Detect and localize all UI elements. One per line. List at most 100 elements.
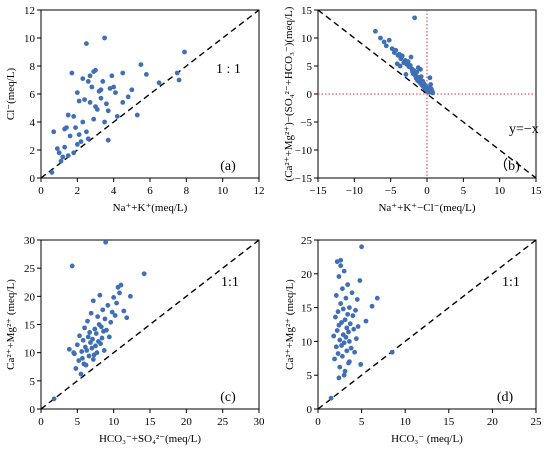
x-tick-label: 5 bbox=[461, 185, 467, 197]
data-point bbox=[111, 295, 117, 300]
data-point bbox=[98, 87, 104, 93]
data-point bbox=[349, 290, 355, 296]
y-tick-label: 0 bbox=[307, 89, 313, 101]
data-point bbox=[90, 336, 95, 342]
data-point bbox=[394, 61, 400, 67]
data-point bbox=[80, 76, 86, 81]
data-point bbox=[127, 293, 133, 299]
data-point bbox=[333, 344, 339, 350]
data-point bbox=[386, 37, 392, 43]
data-point bbox=[65, 112, 71, 118]
chart-panel-3: 0 5 10 15 20 25 30 0 5 10 15 20 25 30 1:1 (c) HCO₃⁻+SO₄²… bbox=[5, 235, 265, 445]
data-point bbox=[76, 98, 82, 104]
data-point bbox=[418, 74, 424, 80]
data-point bbox=[105, 137, 111, 143]
data-point bbox=[344, 348, 350, 354]
data-point bbox=[141, 271, 147, 277]
data-point bbox=[60, 154, 66, 160]
data-point bbox=[87, 100, 93, 105]
y-tick-label: 8 bbox=[30, 61, 36, 73]
x-tick-label: 5 bbox=[359, 416, 365, 428]
data-point bbox=[109, 73, 115, 79]
data-point bbox=[415, 78, 420, 83]
data-point bbox=[428, 82, 434, 87]
data-point bbox=[107, 86, 113, 91]
y-tick-label: 10 bbox=[24, 348, 36, 360]
panel-label: (d) bbox=[497, 390, 514, 405]
data-point bbox=[94, 107, 100, 112]
data-point bbox=[156, 80, 162, 86]
data-point bbox=[124, 315, 130, 321]
data-point bbox=[82, 325, 87, 331]
x-tick-label: 15 bbox=[145, 416, 157, 428]
x-tick-label: 0 bbox=[315, 416, 321, 428]
reference-line-label: 1 : 1 bbox=[216, 62, 241, 77]
data-point bbox=[106, 334, 112, 340]
data-point bbox=[102, 316, 108, 322]
reference-line-label: 1:1 bbox=[502, 275, 520, 290]
data-point bbox=[93, 331, 99, 336]
data-point bbox=[76, 358, 82, 363]
data-point bbox=[84, 348, 90, 353]
data-point bbox=[336, 274, 342, 279]
data-point bbox=[100, 79, 106, 84]
data-point bbox=[111, 84, 117, 90]
data-point bbox=[105, 108, 111, 114]
data-point bbox=[336, 375, 342, 381]
data-point bbox=[67, 133, 73, 139]
y-tick-label: 5 bbox=[307, 370, 313, 382]
data-point bbox=[76, 132, 82, 138]
data-point bbox=[78, 371, 84, 377]
data-point bbox=[58, 158, 64, 164]
data-point bbox=[86, 353, 92, 359]
x-tick-label: 2 bbox=[75, 185, 81, 197]
data-point bbox=[346, 305, 352, 310]
data-point bbox=[69, 70, 75, 76]
data-point bbox=[88, 310, 94, 316]
data-point bbox=[346, 359, 352, 365]
data-point bbox=[108, 319, 114, 325]
y-tick-label: 30 bbox=[24, 235, 36, 247]
data-point bbox=[56, 150, 62, 156]
data-point bbox=[49, 170, 55, 175]
data-point bbox=[351, 326, 357, 332]
data-point bbox=[98, 95, 104, 101]
x-tick-label: 10 bbox=[400, 416, 412, 428]
reference-line bbox=[317, 239, 537, 410]
x-tick-label: 20 bbox=[487, 416, 499, 428]
x-tick-label: 6 bbox=[147, 185, 153, 197]
reference-line bbox=[317, 9, 537, 179]
data-point bbox=[412, 15, 418, 21]
data-point bbox=[374, 295, 380, 301]
data-point bbox=[341, 372, 347, 378]
x-tick-label: 5 bbox=[75, 416, 81, 428]
x-axis-label: HCO₃⁻ (meq/L) bbox=[391, 433, 463, 445]
data-point bbox=[51, 396, 57, 402]
y-tick-label: 0 bbox=[30, 173, 36, 185]
x-tick-label: 15 bbox=[531, 185, 543, 197]
data-point bbox=[79, 349, 85, 354]
data-point bbox=[359, 244, 364, 250]
x-tick-label: −10 bbox=[346, 185, 364, 197]
data-point bbox=[352, 349, 358, 355]
data-point bbox=[334, 328, 340, 333]
data-point bbox=[389, 46, 395, 52]
data-point bbox=[91, 116, 97, 122]
data-point bbox=[348, 345, 354, 351]
reference-line-label: y=−x bbox=[509, 122, 539, 137]
x-tick-label: 15 bbox=[443, 416, 455, 428]
data-point bbox=[74, 142, 80, 147]
data-point bbox=[415, 65, 421, 71]
data-point bbox=[98, 341, 103, 347]
x-axis-label: Na⁺+K⁺−Cl⁻(meq/L) bbox=[378, 202, 475, 214]
data-point bbox=[430, 90, 436, 96]
data-point bbox=[104, 327, 109, 333]
panel-label: （b) bbox=[494, 158, 520, 174]
data-point bbox=[138, 62, 144, 67]
data-point bbox=[353, 336, 359, 342]
data-point bbox=[85, 79, 91, 84]
data-point bbox=[118, 282, 124, 288]
data-point bbox=[102, 35, 107, 41]
data-point bbox=[134, 112, 140, 118]
data-point bbox=[337, 337, 343, 343]
